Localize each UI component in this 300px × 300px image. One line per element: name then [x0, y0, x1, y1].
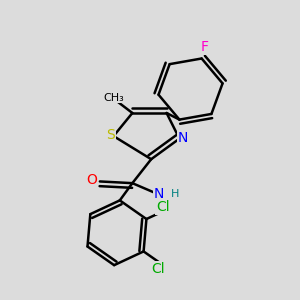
Text: H: H — [171, 189, 179, 199]
Text: Cl: Cl — [151, 262, 165, 276]
Text: F: F — [201, 40, 209, 54]
Text: S: S — [106, 128, 115, 142]
Text: N: N — [178, 131, 188, 145]
Text: O: O — [86, 173, 97, 187]
Text: CH₃: CH₃ — [103, 93, 124, 103]
Text: Cl: Cl — [156, 200, 170, 214]
Text: N: N — [154, 187, 164, 201]
